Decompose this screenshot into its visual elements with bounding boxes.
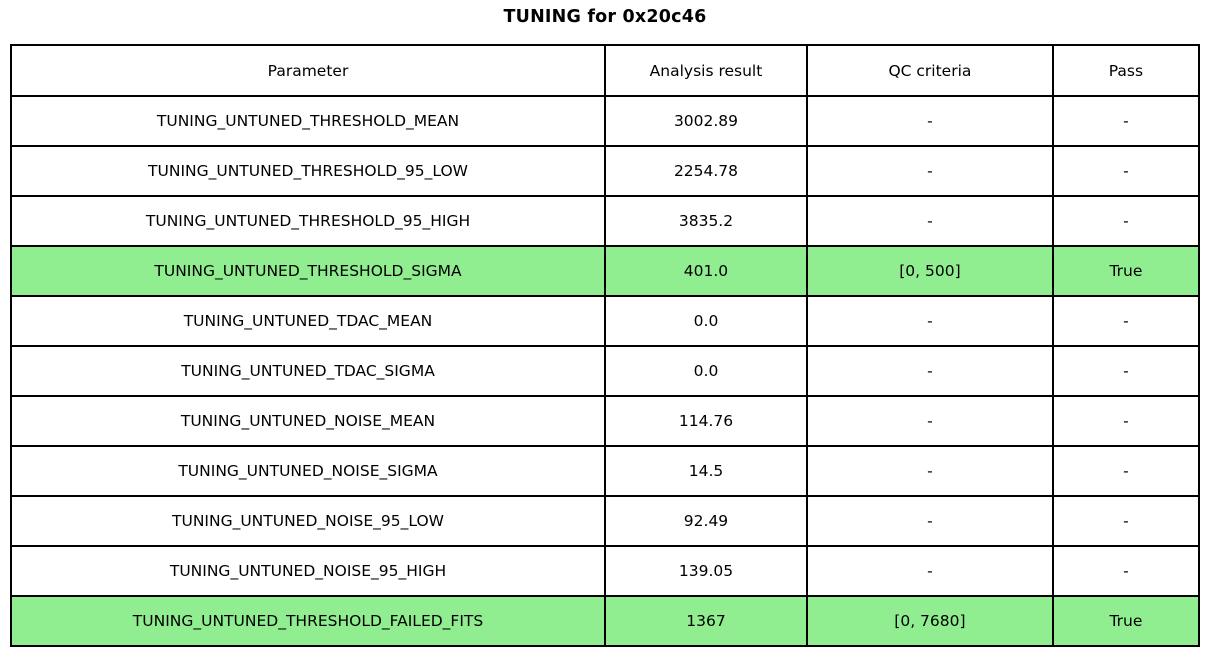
- table-row: TUNING_UNTUNED_TDAC_SIGMA 0.0 - -: [9, 345, 1201, 397]
- column-header-analysis-result: Analysis result: [604, 44, 808, 97]
- cell-parameter: TUNING_UNTUNED_TDAC_MEAN: [9, 295, 607, 347]
- column-header-parameter: Parameter: [9, 44, 607, 97]
- table-row: TUNING_UNTUNED_NOISE_MEAN 114.76 - -: [9, 395, 1201, 447]
- cell-analysis-result: 139.05: [604, 545, 808, 597]
- cell-analysis-result: 1367: [604, 595, 808, 647]
- cell-pass: -: [1051, 445, 1201, 497]
- cell-analysis-result: 3002.89: [604, 95, 808, 147]
- column-header-qc-criteria: QC criteria: [805, 44, 1054, 97]
- cell-qc-criteria: -: [805, 295, 1054, 347]
- cell-parameter: TUNING_UNTUNED_THRESHOLD_SIGMA: [9, 245, 607, 297]
- cell-pass: -: [1051, 345, 1201, 397]
- cell-pass: -: [1051, 195, 1201, 247]
- cell-parameter: TUNING_UNTUNED_TDAC_SIGMA: [9, 345, 607, 397]
- cell-analysis-result: 0.0: [604, 295, 808, 347]
- cell-parameter: TUNING_UNTUNED_THRESHOLD_95_HIGH: [9, 195, 607, 247]
- cell-analysis-result: 14.5: [604, 445, 808, 497]
- cell-qc-criteria: -: [805, 95, 1054, 147]
- cell-pass: -: [1051, 295, 1201, 347]
- cell-analysis-result: 114.76: [604, 395, 808, 447]
- table-row: TUNING_UNTUNED_TDAC_MEAN 0.0 - -: [9, 295, 1201, 347]
- cell-qc-criteria: -: [805, 545, 1054, 597]
- page-title: TUNING for 0x20c46: [503, 7, 707, 27]
- cell-pass: -: [1051, 95, 1201, 147]
- cell-qc-criteria: [0, 7680]: [805, 595, 1054, 647]
- cell-parameter: TUNING_UNTUNED_NOISE_MEAN: [9, 395, 607, 447]
- table-row: TUNING_UNTUNED_THRESHOLD_MEAN 3002.89 - …: [9, 95, 1201, 147]
- cell-parameter: TUNING_UNTUNED_THRESHOLD_95_LOW: [9, 145, 607, 197]
- cell-analysis-result: 3835.2: [604, 195, 808, 247]
- cell-parameter: TUNING_UNTUNED_NOISE_95_HIGH: [9, 545, 607, 597]
- cell-pass: True: [1051, 245, 1201, 297]
- cell-pass: -: [1051, 145, 1201, 197]
- table-row: TUNING_UNTUNED_THRESHOLD_SIGMA 401.0 [0,…: [9, 245, 1201, 297]
- table-row: TUNING_UNTUNED_THRESHOLD_95_HIGH 3835.2 …: [9, 195, 1201, 247]
- table-row: TUNING_UNTUNED_NOISE_95_HIGH 139.05 - -: [9, 545, 1201, 597]
- cell-qc-criteria: [0, 500]: [805, 245, 1054, 297]
- cell-qc-criteria: -: [805, 195, 1054, 247]
- cell-parameter: TUNING_UNTUNED_THRESHOLD_MEAN: [9, 95, 607, 147]
- cell-analysis-result: 0.0: [604, 345, 808, 397]
- table-header-row: Parameter Analysis result QC criteria Pa…: [9, 44, 1201, 97]
- table-row: TUNING_UNTUNED_THRESHOLD_FAILED_FITS 136…: [9, 595, 1201, 647]
- cell-parameter: TUNING_UNTUNED_THRESHOLD_FAILED_FITS: [9, 595, 607, 647]
- cell-pass: True: [1051, 595, 1201, 647]
- cell-qc-criteria: -: [805, 395, 1054, 447]
- table-row: TUNING_UNTUNED_THRESHOLD_95_LOW 2254.78 …: [9, 145, 1201, 197]
- cell-analysis-result: 2254.78: [604, 145, 808, 197]
- cell-pass: -: [1051, 495, 1201, 547]
- cell-qc-criteria: -: [805, 145, 1054, 197]
- table-row: TUNING_UNTUNED_NOISE_95_LOW 92.49 - -: [9, 495, 1201, 547]
- qc-results-table: Parameter Analysis result QC criteria Pa…: [9, 44, 1201, 647]
- cell-analysis-result: 401.0: [604, 245, 808, 297]
- cell-pass: -: [1051, 395, 1201, 447]
- cell-parameter: TUNING_UNTUNED_NOISE_SIGMA: [9, 445, 607, 497]
- cell-analysis-result: 92.49: [604, 495, 808, 547]
- cell-qc-criteria: -: [805, 345, 1054, 397]
- column-header-pass: Pass: [1051, 44, 1201, 97]
- cell-qc-criteria: -: [805, 495, 1054, 547]
- cell-parameter: TUNING_UNTUNED_NOISE_95_LOW: [9, 495, 607, 547]
- cell-pass: -: [1051, 545, 1201, 597]
- cell-qc-criteria: -: [805, 445, 1054, 497]
- table-row: TUNING_UNTUNED_NOISE_SIGMA 14.5 - -: [9, 445, 1201, 497]
